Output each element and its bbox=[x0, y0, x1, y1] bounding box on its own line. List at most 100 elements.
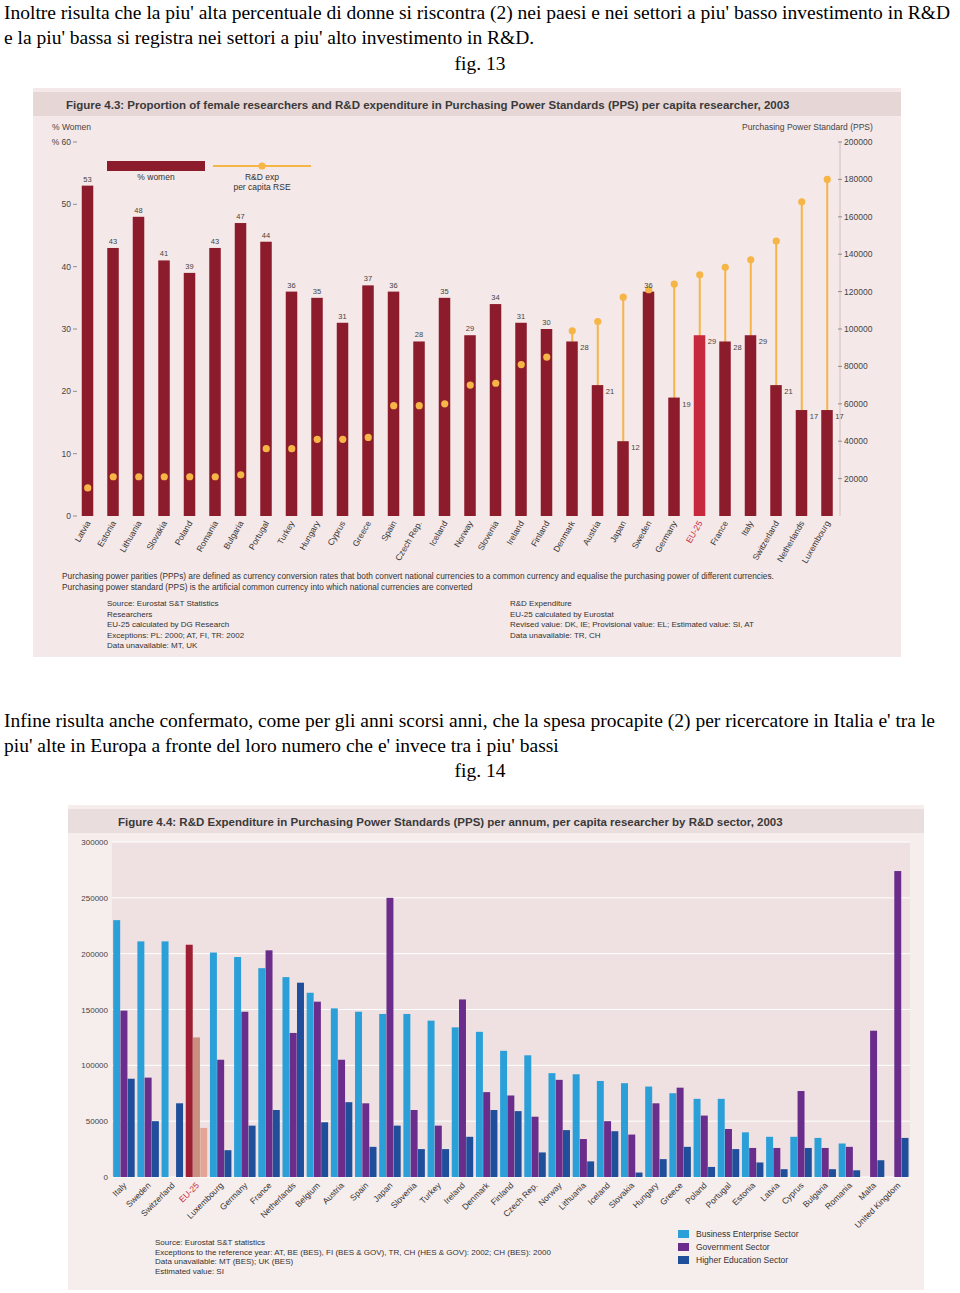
bar bbox=[490, 304, 502, 516]
tick-mark bbox=[838, 366, 842, 367]
bar bbox=[660, 1159, 667, 1177]
bar bbox=[82, 186, 94, 516]
bar bbox=[193, 1037, 200, 1177]
bar bbox=[524, 1055, 531, 1177]
y-tick-label: 40 bbox=[62, 262, 72, 272]
bar bbox=[796, 410, 808, 516]
bar bbox=[742, 1132, 749, 1177]
bar bbox=[345, 1102, 352, 1177]
bar bbox=[566, 341, 578, 516]
x-tick-label: Cyprus bbox=[325, 519, 347, 547]
tick-mark bbox=[73, 453, 77, 454]
bar bbox=[580, 1139, 587, 1177]
footnote: Purchasing power parities (PPPs) are def… bbox=[62, 571, 774, 581]
y-tick-label: 150000 bbox=[81, 1006, 108, 1015]
bar bbox=[839, 1144, 846, 1178]
x-tick-label: EU-25 bbox=[684, 519, 705, 545]
bar bbox=[669, 1093, 676, 1177]
bar bbox=[413, 341, 425, 516]
x-tick-label: Austria bbox=[581, 519, 603, 547]
bar bbox=[137, 941, 144, 1177]
x-tick-label: Netherlands bbox=[258, 1180, 297, 1219]
bar bbox=[821, 410, 833, 516]
bar bbox=[539, 1152, 546, 1177]
data-label: 35 bbox=[440, 287, 448, 296]
bar bbox=[297, 983, 304, 1177]
data-label: 21 bbox=[606, 387, 614, 396]
bar bbox=[176, 1103, 183, 1177]
lollipop-dot bbox=[747, 256, 754, 263]
lollipop-dot bbox=[467, 382, 474, 389]
tick-mark bbox=[838, 291, 842, 292]
bar bbox=[249, 1126, 256, 1177]
chart-title: Figure 4.4: R&D Expenditure in Purchasin… bbox=[118, 816, 783, 828]
source-note: Exceptions to the reference year: AT, BE… bbox=[155, 1248, 551, 1257]
data-label: 12 bbox=[631, 443, 639, 452]
x-tick-label: Hungary bbox=[631, 1180, 661, 1210]
y-axis-label: % Women bbox=[52, 122, 91, 132]
bar bbox=[563, 1130, 570, 1177]
bar bbox=[388, 292, 400, 516]
bar bbox=[466, 1137, 473, 1177]
source-note: Data unavailable: MT, UK bbox=[107, 641, 198, 650]
bar bbox=[370, 1147, 377, 1177]
x-tick-label: Japan bbox=[608, 519, 628, 544]
bar bbox=[162, 941, 169, 1177]
source-note: Revised value: DK, IE; Provisional value… bbox=[510, 620, 754, 629]
bar bbox=[418, 1149, 425, 1177]
data-label: 17 bbox=[835, 412, 843, 421]
bar bbox=[476, 1032, 483, 1177]
data-label: 28 bbox=[733, 343, 741, 352]
y-tick-label: 0 bbox=[66, 511, 71, 521]
bar bbox=[805, 1148, 812, 1177]
lollipop-dot bbox=[492, 380, 499, 387]
y-tick-label: 200000 bbox=[81, 950, 108, 959]
legend-swatch bbox=[107, 161, 205, 171]
bar bbox=[745, 335, 757, 516]
y2-tick-label: 60000 bbox=[844, 399, 868, 409]
y-tick-label: 300000 bbox=[81, 838, 108, 847]
bar bbox=[781, 1169, 788, 1177]
chart: Figure 4.3: Proportion of female researc… bbox=[33, 88, 901, 657]
tick-mark bbox=[838, 254, 842, 255]
lollipop-dot bbox=[263, 445, 270, 452]
lollipop-dot bbox=[671, 281, 678, 288]
x-tick-label: Spain bbox=[348, 1180, 371, 1203]
data-label: 34 bbox=[491, 293, 499, 302]
x-tick-label: Lithuania bbox=[556, 1180, 588, 1212]
bar bbox=[311, 298, 323, 516]
x-tick-label: Portugal bbox=[246, 519, 271, 552]
bar bbox=[234, 957, 241, 1177]
bar bbox=[145, 1078, 152, 1177]
tick-mark bbox=[838, 441, 842, 442]
bar bbox=[379, 1014, 386, 1177]
source-note: Source: Eurostat S&T statistics bbox=[155, 1238, 265, 1247]
bar bbox=[235, 223, 247, 516]
y2-tick-label: 140000 bbox=[844, 249, 873, 259]
bar bbox=[756, 1162, 763, 1177]
data-label: 53 bbox=[83, 175, 91, 184]
tick-mark bbox=[838, 142, 842, 143]
bar bbox=[701, 1116, 708, 1177]
x-tick-label: Latvia bbox=[758, 1180, 781, 1203]
bar bbox=[464, 335, 476, 516]
legend-label: Higher Education Sector bbox=[696, 1255, 788, 1265]
lollipop-dot bbox=[798, 198, 805, 205]
x-tick-label: Switzerland bbox=[139, 1180, 177, 1218]
x-tick-label: Spain bbox=[379, 519, 399, 543]
data-label: 48 bbox=[134, 206, 142, 215]
x-tick-label: Finland bbox=[529, 519, 552, 548]
y-tick-label: 50000 bbox=[86, 1117, 109, 1126]
x-tick-label: Czech Rep. bbox=[393, 519, 424, 562]
source-note: EU-25 calculated by DG Research bbox=[107, 620, 229, 629]
x-tick-label: Denmark bbox=[460, 1180, 492, 1212]
bar bbox=[286, 292, 298, 516]
bar bbox=[814, 1138, 821, 1177]
bar bbox=[152, 1121, 159, 1177]
data-label: 36 bbox=[389, 281, 397, 290]
x-tick-label: Latvia bbox=[72, 519, 92, 544]
tick-mark bbox=[73, 204, 77, 205]
tick-mark bbox=[838, 216, 842, 217]
bar bbox=[829, 1169, 836, 1177]
legend-label-line: R&D exp bbox=[245, 172, 279, 182]
